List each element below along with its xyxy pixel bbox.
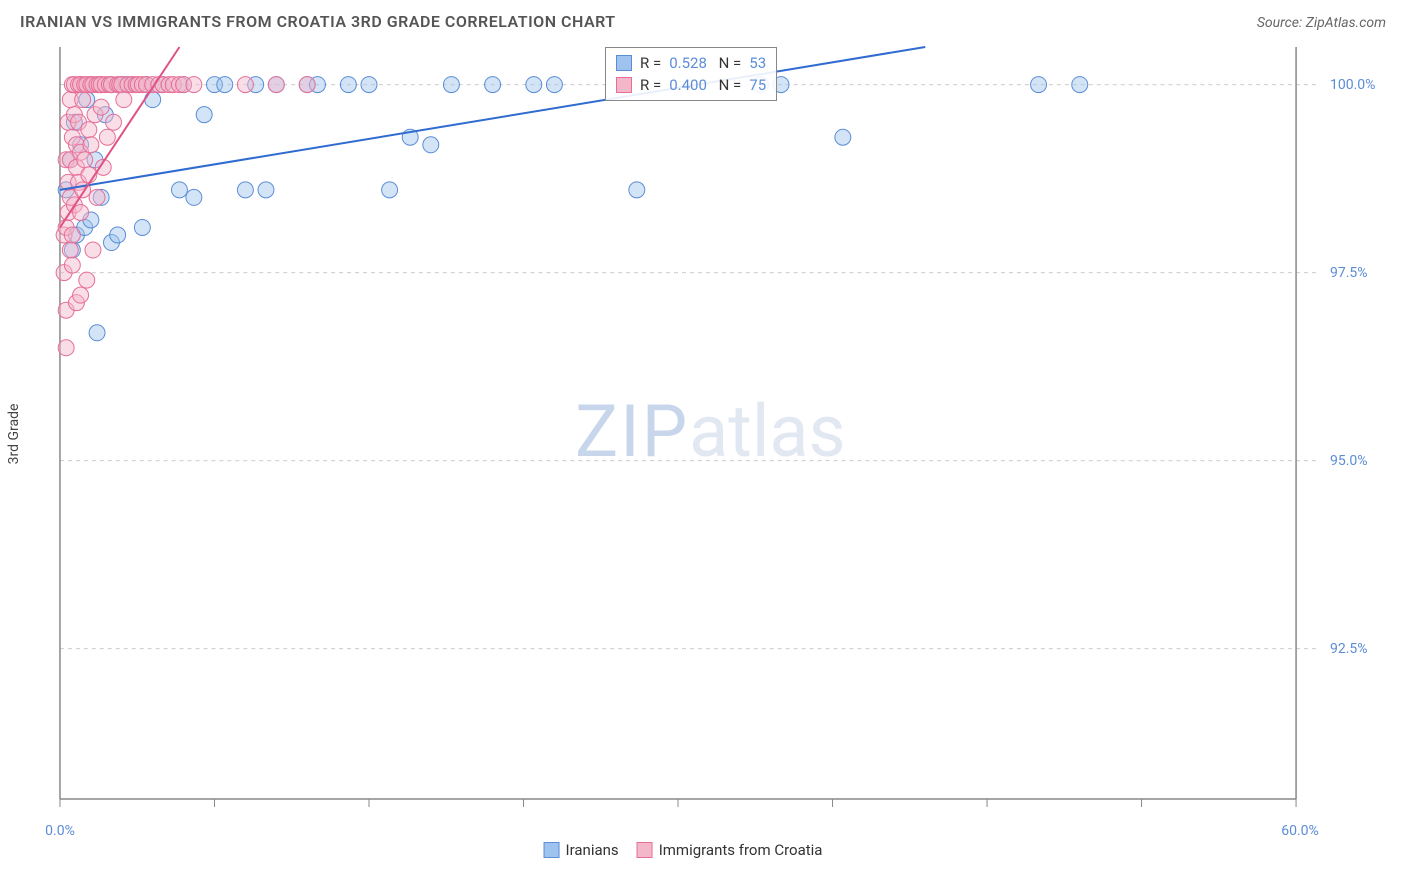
- y-tick-label: 92.5%: [1330, 641, 1368, 657]
- stats-n-label-a: N =: [715, 52, 741, 74]
- stats-row-series-b: R = 0.400 N = 75: [616, 74, 766, 96]
- chart-title: IRANIAN VS IMMIGRANTS FROM CROATIA 3RD G…: [20, 12, 616, 31]
- chart-source: Source: ZipAtlas.com: [1257, 15, 1386, 31]
- legend-label-a: Iranians: [566, 841, 619, 859]
- stats-r-label-a: R =: [640, 52, 661, 74]
- y-tick-label: 95.0%: [1330, 453, 1368, 469]
- stats-n-label-b: N =: [715, 74, 741, 96]
- stats-n-value-a: 53: [749, 52, 766, 74]
- x-tick-label: 60.0%: [1281, 823, 1319, 839]
- legend-item-b: Immigrants from Croatia: [637, 841, 823, 859]
- stats-r-value-a: 0.528: [669, 52, 707, 74]
- x-tick-label: 0.0%: [45, 823, 75, 839]
- swatch-series-a: [616, 55, 632, 71]
- stats-r-value-b: 0.400: [669, 74, 707, 96]
- stats-row-series-a: R = 0.528 N = 53: [616, 52, 766, 74]
- legend-label-b: Immigrants from Croatia: [659, 841, 823, 859]
- chart-header: IRANIAN VS IMMIGRANTS FROM CROATIA 3RD G…: [0, 0, 1406, 39]
- swatch-series-b: [616, 77, 632, 93]
- stats-r-label-b: R =: [640, 74, 661, 96]
- bottom-legend: Iranians Immigrants from Croatia: [544, 841, 823, 859]
- scatter-plot: [50, 39, 1316, 829]
- y-tick-label: 100.0%: [1330, 77, 1375, 93]
- legend-item-a: Iranians: [544, 841, 619, 859]
- stats-n-value-b: 75: [749, 74, 766, 96]
- source-name: ZipAtlas.com: [1306, 15, 1386, 31]
- y-axis-label: 3rd Grade: [6, 404, 22, 465]
- y-tick-label: 97.5%: [1330, 265, 1368, 281]
- source-label: Source:: [1257, 15, 1302, 31]
- legend-swatch-a: [544, 842, 560, 858]
- legend-swatch-b: [637, 842, 653, 858]
- chart-area: 3rd Grade ZIPatlas R = 0.528 N = 53 R = …: [50, 39, 1316, 829]
- stats-legend-box: R = 0.528 N = 53 R = 0.400 N = 75: [605, 47, 777, 101]
